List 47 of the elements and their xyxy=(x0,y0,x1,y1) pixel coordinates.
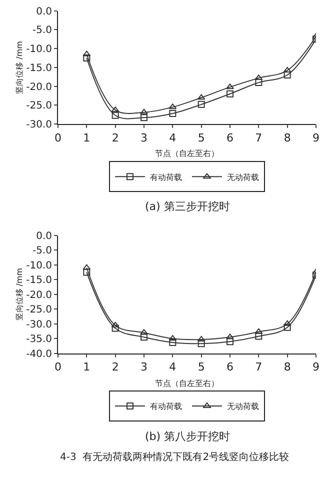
y-axis-title: 竖向位移 /mm xyxy=(14,268,24,321)
legend-label: 无动荷载 xyxy=(227,402,259,412)
x-tick-label: 6 xyxy=(226,131,234,144)
y-tick-label: -25.0 xyxy=(26,100,52,112)
x-tick-label: 1 xyxy=(83,360,90,374)
x-tick-label: 2 xyxy=(112,131,119,144)
x-tick-label: 3 xyxy=(140,131,148,144)
y-tick-label: -15.0 xyxy=(26,62,52,74)
x-tick-label: 6 xyxy=(226,360,234,374)
legend-label: 有动荷载 xyxy=(150,172,182,182)
x-tick-label: 5 xyxy=(198,360,205,374)
x-tick-label: 4 xyxy=(169,360,176,374)
legend-label: 有动荷载 xyxy=(150,402,182,412)
x-tick-label: 0 xyxy=(54,131,62,144)
x-tick-label: 2 xyxy=(112,360,119,374)
y-tick-label: -40.0 xyxy=(26,348,52,360)
x-tick-label: 4 xyxy=(169,131,176,144)
y-tick-label: 0.0 xyxy=(36,230,52,242)
x-tick-label: 8 xyxy=(284,360,291,374)
x-tick-label: 0 xyxy=(54,360,62,374)
y-tick-label: -25.0 xyxy=(26,304,52,316)
x-tick-label: 5 xyxy=(198,131,205,144)
y-tick-label: -20.0 xyxy=(26,290,52,301)
text: 4-3 有无动荷载两种情况下既有2号线竖向位移比较 xyxy=(60,451,290,463)
text: (b) 第八步开挖时 xyxy=(145,430,230,443)
y-tick-label: -5.0 xyxy=(32,25,52,36)
legend-label: 无动荷载 xyxy=(227,172,259,182)
y-tick-label: -10.0 xyxy=(26,260,52,272)
y-tick-label: -35.0 xyxy=(26,334,52,346)
x-tick-label: 1 xyxy=(83,131,90,144)
x-tick-label: 7 xyxy=(255,360,262,374)
x-tick-label: 3 xyxy=(140,360,148,374)
text: (a) 第三步开挖时 xyxy=(145,200,230,213)
y-tick-label: -5.0 xyxy=(32,246,52,257)
y-tick-label: -30.0 xyxy=(26,120,52,131)
x-tick-label: 9 xyxy=(312,360,320,374)
x-axis-title: 节点（自左至右） xyxy=(155,149,219,158)
y-tick-label: 0.0 xyxy=(36,6,52,18)
y-tick-label: -20.0 xyxy=(26,82,52,93)
y-tick-label: -15.0 xyxy=(26,275,52,286)
y-axis-title: 竖向位移 /mm xyxy=(14,40,24,94)
x-tick-label: 8 xyxy=(284,131,291,144)
y-tick-label: -30.0 xyxy=(26,319,52,330)
x-tick-label: 9 xyxy=(312,131,320,144)
x-tick-label: 7 xyxy=(255,131,262,144)
y-tick-label: -10.0 xyxy=(26,44,52,56)
x-axis-title: 节点（自左至右） xyxy=(155,379,219,388)
